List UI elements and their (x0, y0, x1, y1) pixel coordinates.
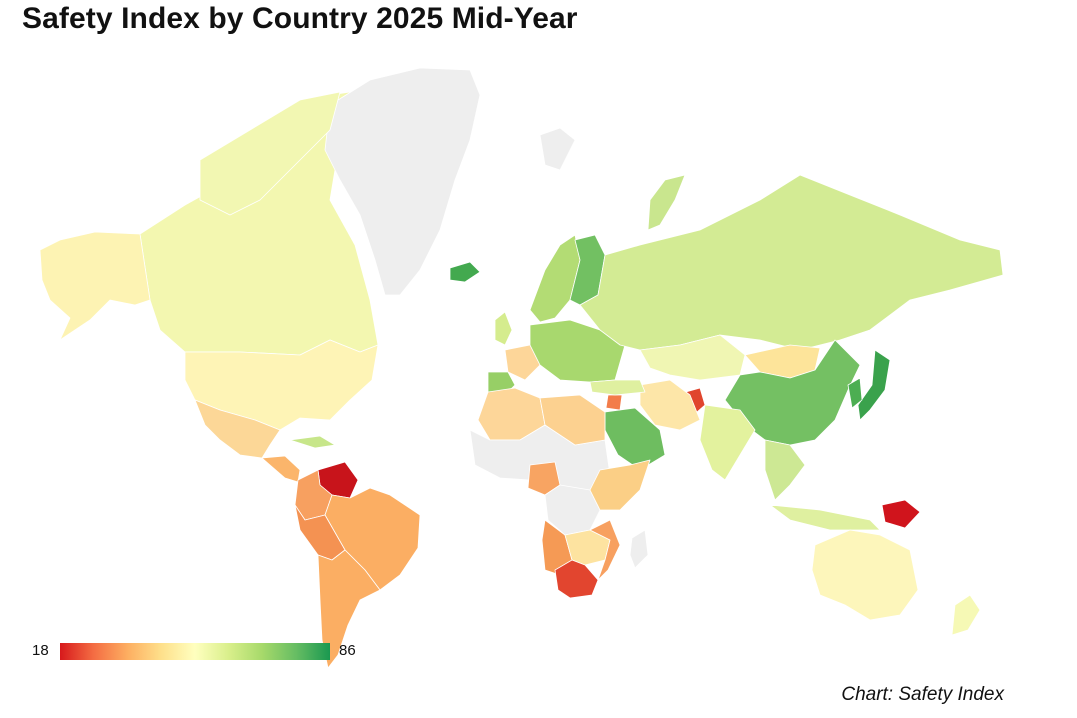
country-brazil[interactable] (324, 487, 421, 591)
country-libya-egypt[interactable] (539, 394, 606, 446)
country-uk[interactable] (494, 311, 513, 346)
country-saudi-arabia[interactable] (604, 407, 666, 471)
country-scandinavia[interactable] (529, 234, 581, 323)
country-cuba[interactable] (289, 435, 336, 449)
country-mozambique[interactable] (589, 519, 621, 581)
legend-max-label: 86 (339, 642, 356, 659)
country-south-africa[interactable] (554, 559, 599, 599)
map-title: Safety Index by Country 2025 Mid-Year (22, 2, 578, 35)
country-mexico[interactable] (194, 399, 281, 459)
country-russia[interactable] (579, 174, 1004, 351)
country-central-africa[interactable] (544, 484, 601, 536)
country-svalbard[interactable] (539, 127, 576, 171)
country-antarctic-islands[interactable] (199, 91, 341, 216)
country-korea[interactable] (847, 377, 863, 409)
country-turkey[interactable] (589, 379, 646, 396)
country-alaska[interactable] (39, 231, 151, 341)
country-new-zealand[interactable] (951, 594, 981, 636)
country-australia[interactable] (811, 529, 919, 621)
country-syria[interactable] (605, 394, 623, 411)
country-japan[interactable] (857, 349, 891, 421)
chart-credit: Chart: Safety Index (841, 684, 1004, 705)
country-indonesia[interactable] (769, 504, 881, 531)
country-iran[interactable] (639, 379, 701, 431)
legend-color-scale (60, 643, 330, 660)
country-france[interactable] (504, 344, 541, 381)
country-india[interactable] (699, 404, 756, 481)
country-east-africa[interactable] (589, 459, 651, 511)
country-argentina[interactable] (317, 549, 381, 669)
country-novaya-zemlya[interactable] (647, 174, 686, 231)
country-madagascar[interactable] (629, 529, 649, 569)
country-central-america[interactable] (261, 455, 301, 483)
country-southeast-asia[interactable] (764, 439, 806, 501)
legend-min-label: 18 (32, 642, 49, 659)
country-papua-new-guinea[interactable] (881, 499, 921, 529)
country-greenland[interactable] (324, 67, 481, 296)
country-iceland[interactable] (449, 261, 481, 283)
